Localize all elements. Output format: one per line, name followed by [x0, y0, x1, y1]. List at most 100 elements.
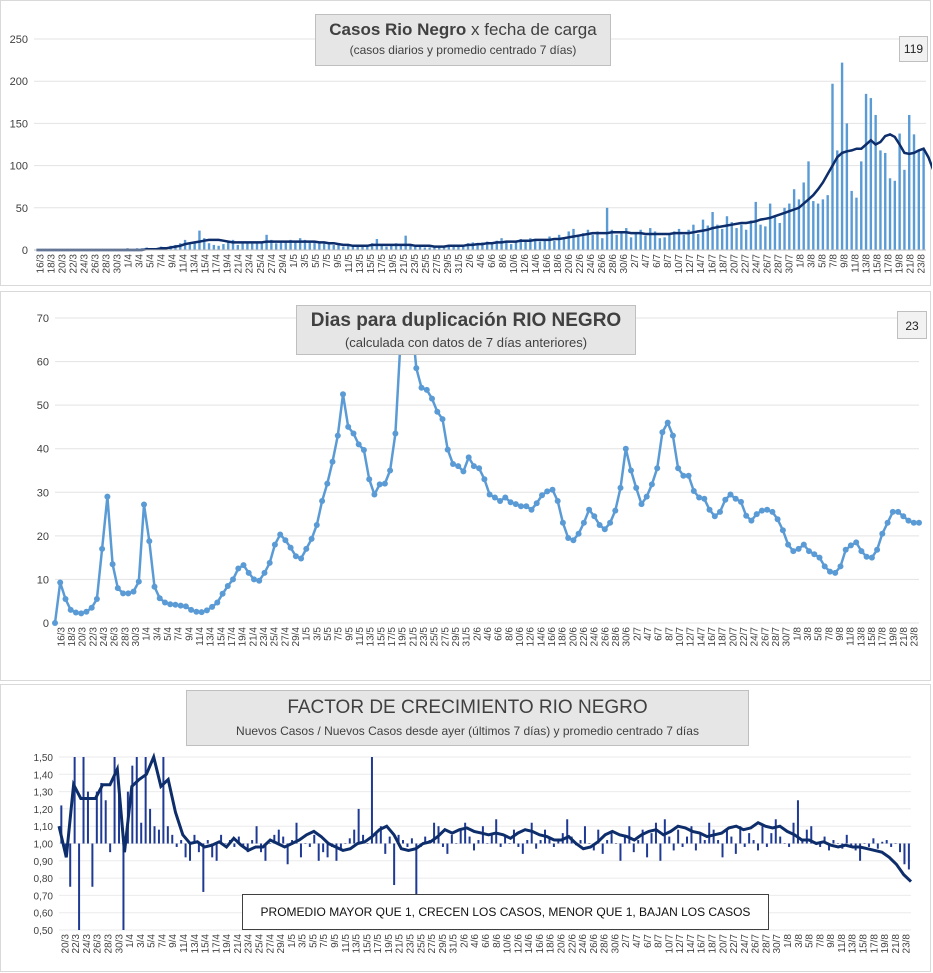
chart3-factor-bar [557, 840, 560, 844]
chart1-xtick-label: 10/7 [674, 254, 685, 274]
chart3-xtick-label: 1/4 [125, 934, 136, 948]
chart1-daily-bar [840, 62, 844, 250]
chart3-xtick-label: 4/7 [632, 934, 643, 948]
chart1-xtick-label: 3/8 [806, 254, 817, 268]
chart3-factor-bar [517, 843, 520, 847]
chart2-data-point [565, 535, 572, 541]
chart3-factor-bar [615, 843, 618, 844]
chart1-daily-bar [716, 224, 719, 250]
chart3-factor-bar [295, 822, 298, 844]
chart2-data-point [219, 590, 226, 597]
chart3-xtick-label: 24/6 [578, 934, 589, 954]
chart2-data-point [879, 530, 886, 537]
chart1-daily-bar [673, 231, 676, 250]
chart1-ytick-label: 200 [10, 76, 28, 88]
chart1-xtick-label: 6/7 [652, 254, 663, 268]
chart3-factor-bar [86, 791, 89, 844]
chart2-xtick-label: 23/4 [259, 627, 270, 647]
chart3-xtick-label: 19/4 [222, 934, 233, 954]
chart1-xtick-label: 26/3 [91, 254, 102, 274]
chart3-xtick-label: 30/3 [114, 934, 125, 954]
chart3-factor-bar [677, 829, 680, 844]
chart3-factor-bar [326, 843, 329, 858]
chart3-factor-bar [189, 843, 192, 861]
chart1-xtick-label: 16/7 [707, 254, 718, 274]
chart2-data-point [654, 465, 661, 472]
chart2-xtick-label: 5/5 [323, 627, 334, 641]
chart2-data-point [476, 465, 483, 472]
chart3-factor-bar [836, 843, 839, 844]
chart1-daily-bar [409, 245, 412, 250]
chart1-xtick-label: 15/5 [366, 254, 377, 274]
chart2-data-point [78, 610, 85, 617]
chart1-xtick-label: 28/3 [102, 254, 113, 274]
chart2-data-point [429, 395, 435, 402]
chart1-xtick-label: 20/6 [564, 254, 575, 274]
chart3-factor-bar [632, 843, 635, 853]
chart1-daily-bar [447, 245, 451, 250]
chart2-data-point [366, 476, 373, 483]
chart3-factor-bar [220, 834, 223, 844]
chart2-xtick-label: 7/8 [824, 627, 835, 641]
chart3-factor-bar [490, 834, 493, 844]
chart1-xtick-label: 26/6 [597, 254, 608, 274]
chart3-factor-bar [384, 843, 387, 854]
chart2-xtick-label: 12/6 [526, 627, 537, 647]
chart1-daily-bar [246, 241, 249, 250]
chart1-daily-bar [567, 231, 570, 250]
chart1-xtick-label: 2/6 [465, 254, 476, 268]
chart3-xtick-label: 15/5 [362, 934, 373, 954]
chart1-daily-bar [792, 189, 796, 250]
chart2-xtick-label: 14/6 [536, 627, 547, 647]
chart2-data-point [769, 508, 776, 515]
chart2-xtick-label: 11/8 [846, 627, 857, 646]
chart3-factor-bar [499, 843, 502, 847]
chart3-xtick-label: 9/5 [330, 934, 341, 948]
chart1-subtitle: (casos diarios y promedio centrado 7 día… [349, 43, 577, 57]
chart1-daily-bar [490, 243, 494, 250]
chart3-factor-bar [495, 819, 498, 844]
chart1-xtick-label: 21/4 [234, 254, 245, 274]
chart2-data-point [355, 441, 362, 448]
chart3-xtick-label: 20/3 [60, 934, 71, 954]
chart2-ytick-label: 10 [37, 574, 49, 586]
chart2-data-point [764, 506, 771, 513]
chart1-xtick-label: 14/7 [696, 254, 707, 274]
chart1-daily-bar [759, 224, 762, 250]
chart1-daily-bar [903, 169, 906, 250]
chart1-xtick-label: 17/8 [883, 254, 894, 274]
chart3-ytick-label: 1,50 [34, 753, 54, 764]
chart2-data-point [403, 298, 409, 304]
chart3-factor-bar [859, 843, 862, 861]
chart2-data-point [392, 430, 399, 437]
chart3-xtick-label: 15/4 [201, 934, 212, 954]
chart3-factor-bar [362, 834, 365, 844]
chart1-latest-value-badge: 119 [899, 36, 928, 62]
chart1-daily-bar [629, 237, 633, 250]
chart3-factor-bar [397, 834, 400, 844]
chart3-xtick-label: 11/4 [179, 934, 190, 953]
chart2-data-point [842, 546, 849, 553]
chart3-factor-bar [450, 834, 453, 844]
chart2-data-point [292, 553, 299, 560]
chart2-data-point [743, 512, 750, 519]
chart3-factor-bar [162, 757, 165, 844]
chart2-data-point [690, 488, 697, 494]
chart2-xtick-label: 12/7 [686, 627, 697, 647]
chart3-factor-bar [313, 834, 316, 844]
chart3-xtick-label: 24/7 [740, 934, 751, 954]
chart3-xtick-label: 28/6 [600, 934, 611, 954]
chart2-xtick-label: 6/6 [494, 627, 505, 641]
chart2-data-point [251, 576, 257, 583]
chart3-factor-bar [699, 833, 702, 844]
chart3-factor-bar [202, 843, 205, 892]
chart2-xtick-label: 2/6 [472, 627, 483, 641]
chart1-xtick-label: 7/8 [828, 254, 839, 268]
chart1-daily-bar [212, 244, 216, 250]
chart3-factor-bar [788, 843, 791, 847]
chart1-xtick-label: 8/6 [498, 254, 509, 268]
chart1-daily-bar [385, 246, 388, 250]
chart1-xtick-label: 29/4 [278, 254, 289, 274]
chart3-factor-bar [530, 822, 533, 844]
chart1-daily-bar [668, 233, 671, 250]
